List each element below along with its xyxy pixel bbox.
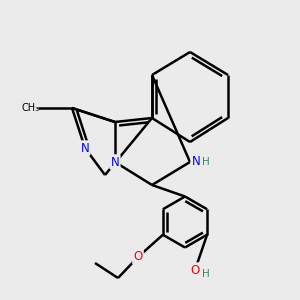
Text: H: H [202, 157, 210, 167]
Text: CH₃: CH₃ [21, 103, 40, 113]
Text: N: N [192, 154, 200, 168]
Text: O: O [134, 250, 142, 263]
Text: O: O [190, 263, 200, 277]
Text: H: H [202, 268, 209, 279]
Text: N: N [111, 155, 119, 169]
Text: N: N [81, 142, 89, 154]
